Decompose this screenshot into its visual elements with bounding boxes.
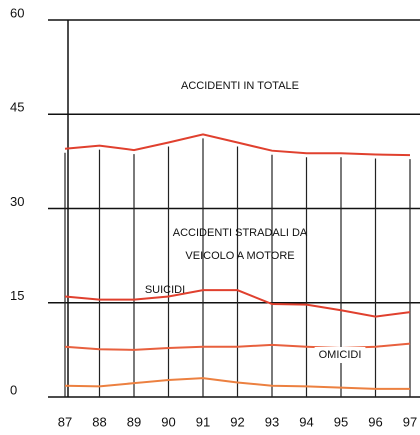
line — [64, 289, 411, 318]
line — [64, 133, 411, 157]
x-tick-label: 96 — [368, 414, 382, 429]
y-tick-label: 30 — [10, 194, 24, 209]
annotation: SUICIDI — [145, 284, 185, 296]
annotation: VEICOLO A MOTORE — [185, 250, 294, 262]
annotation-bg — [314, 347, 366, 363]
x-tick-label: 97 — [403, 414, 417, 429]
x-tick-label: 95 — [334, 414, 348, 429]
y-tick-label: 45 — [10, 100, 24, 115]
annotation: ACCIDENTI IN TOTALE — [181, 80, 299, 92]
annotation: OMICIDI — [319, 349, 362, 361]
x-tick-label: 90 — [161, 414, 175, 429]
x-tick-label: 94 — [299, 414, 313, 429]
y-tick-label: 15 — [10, 288, 24, 303]
y-tick-label: 0 — [10, 382, 17, 397]
x-tick-label: 93 — [265, 414, 279, 429]
y-tick-label: 60 — [10, 5, 24, 20]
x-tick-label: 92 — [230, 414, 244, 429]
annotation: ACCIDENTI STRADALI DA — [173, 227, 308, 239]
x-tick-label: 89 — [127, 414, 141, 429]
x-tick-label: 88 — [92, 414, 106, 429]
x-tick-label: 87 — [58, 414, 72, 429]
x-tick-label: 91 — [196, 414, 210, 429]
line — [64, 377, 410, 390]
